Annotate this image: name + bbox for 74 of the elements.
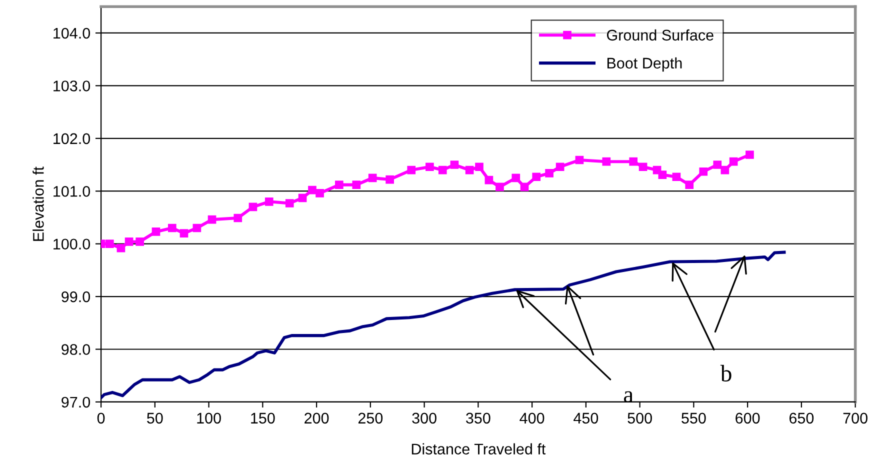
point [629,157,638,166]
point [248,202,258,212]
point [386,175,394,184]
x-tick-label: 400 [520,412,544,424]
point [638,162,648,172]
y-tick-label: 102.0 [54,133,90,144]
point [658,170,667,179]
point [685,180,694,189]
point [713,160,722,169]
point [180,229,188,238]
point [556,162,564,172]
annotation: b [720,364,732,382]
point [192,224,202,232]
x-tick-label: 350 [466,412,490,424]
y-tick-label: 97.0 [62,396,90,408]
x-tick-label: 700 [843,412,868,424]
point [484,176,494,184]
x-tick-label: 100 [197,412,221,424]
point [438,166,447,174]
point [264,197,274,206]
point [729,157,738,166]
point [136,238,144,246]
x-tick-label: 0 [97,412,105,424]
x-tick-label: 500 [628,412,652,424]
x-tick-label: 250 [358,412,383,424]
y-tick-label: 99.0 [62,291,90,302]
point [368,174,377,182]
point [532,172,541,182]
point [699,167,708,176]
x-tick-label: 300 [412,412,436,424]
x-axis-title: Distance Traveled ft [412,443,546,454]
x-tick-label: 200 [304,412,329,424]
point [450,160,459,169]
point [335,180,344,189]
y-tick-label: 98.0 [62,344,90,355]
y-tick-label: 104.0 [54,28,90,39]
point [298,194,307,202]
point [512,174,520,182]
line-series [101,250,786,400]
point [545,169,554,178]
point [426,162,434,172]
x-tick-label: 600 [736,412,760,424]
x-tick-label: 150 [251,412,275,424]
y-tick-label: 100.0 [54,238,90,250]
point [316,189,324,198]
point [672,172,681,182]
x-tick-label: 450 [574,412,598,424]
point [208,215,216,224]
y-tick-label: 103.0 [54,80,90,92]
point [308,186,316,194]
y-tick-label: 101.0 [54,186,90,197]
point [520,182,529,192]
point [168,224,176,232]
point [124,238,134,246]
point [285,199,294,208]
point [105,240,114,248]
point [746,150,754,159]
legend-label: Boot Depth [607,57,682,72]
point [116,244,126,252]
point [475,162,484,172]
legend-label: Ground Surface [606,29,714,41]
point [352,180,361,189]
x-tick-label: 650 [789,412,814,424]
point [465,166,474,174]
y-axis-title: Elevation ft [32,166,44,241]
point [407,166,416,174]
x-tick-label: 550 [682,412,706,424]
point [602,157,611,166]
point [234,214,242,222]
point [152,228,160,236]
x-tick-label: 50 [147,412,163,424]
point [720,166,730,174]
point [496,182,504,192]
point [575,156,584,164]
